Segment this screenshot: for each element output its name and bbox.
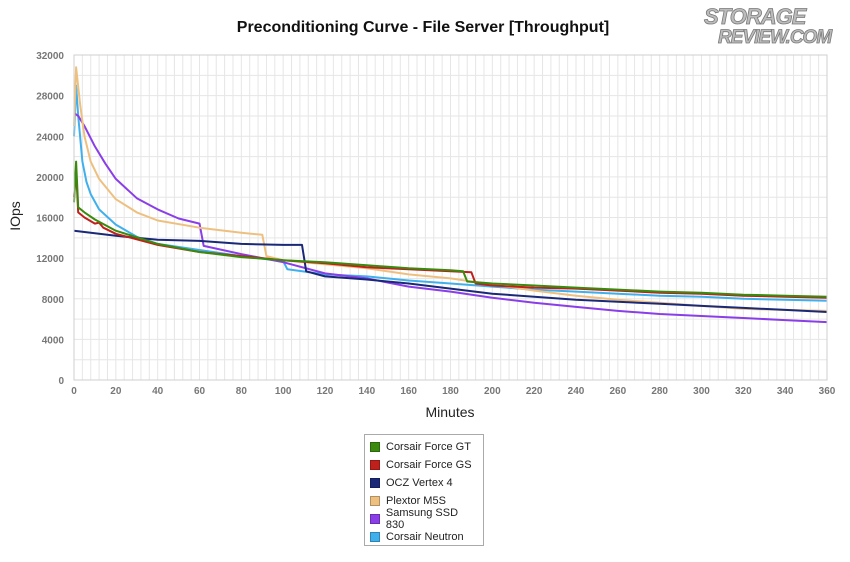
series-line-samsung-ssd-830 (73, 112, 828, 324)
y-tick-label: 16000 (36, 214, 64, 225)
storagereview-logo: STORAGE REVIEW.COM (704, 4, 835, 46)
legend-swatch (370, 514, 380, 524)
x-tick-label: 0 (71, 386, 77, 397)
y-tick-label: 8000 (42, 295, 65, 306)
x-tick-label: 40 (152, 386, 164, 397)
legend-item: Corsair Force GT (370, 438, 478, 456)
legend-label: Samsung SSD 830 (385, 507, 459, 531)
x-tick-label: 20 (110, 386, 122, 397)
x-tick-label: 140 (358, 386, 375, 397)
y-tick-labels: 0 4000 8000 12000 16000 20000 24000 28000 32000 (36, 51, 64, 387)
y-tick-label: 28000 (36, 92, 64, 103)
x-tick-label: 120 (317, 386, 334, 397)
y-axis-label: IOps (7, 201, 23, 231)
series-line-corsair-neutron (73, 84, 828, 302)
legend-label: Corsair Force GS (386, 459, 472, 471)
legend-swatch (370, 532, 380, 542)
x-tick-labels: 0 20 40 60 80 100 120 140 160 180 200 220 240 260 280 3… (71, 386, 836, 397)
y-tick-label: 24000 (36, 132, 64, 143)
x-tick-label: 340 (777, 386, 794, 397)
x-tick-label: 240 (568, 386, 585, 397)
x-axis-label: Minutes (425, 404, 475, 420)
legend-item: Corsair Neutron (370, 528, 478, 546)
legend-item: Samsung SSD 830 (370, 507, 478, 531)
x-tick-label: 160 (400, 386, 417, 397)
grid (74, 55, 827, 380)
logo-line-2: REVIEW.COM (718, 27, 833, 46)
x-tick-label: 180 (442, 386, 459, 397)
x-tick-label: 260 (609, 386, 626, 397)
x-tick-label: 220 (526, 386, 543, 397)
legend-item: Corsair Force GS (370, 456, 478, 474)
legend-swatch (370, 460, 380, 470)
x-tick-label: 80 (236, 386, 248, 397)
series-line-corsair-force-gt (73, 160, 828, 298)
legend-swatch (370, 496, 380, 506)
chart-title: Preconditioning Curve - File Server [Thr… (236, 19, 610, 36)
x-tick-label: 200 (484, 386, 501, 397)
legend-swatch (370, 478, 380, 488)
series-line-ocz-vertex-4 (73, 229, 828, 313)
x-tick-label: 280 (651, 386, 668, 397)
y-tick-label: 32000 (36, 51, 64, 62)
y-tick-label: 0 (58, 376, 64, 387)
legend-item: Plextor M5S (370, 492, 478, 510)
legend: Corsair Force GT Corsair Force GS OCZ Vert… (364, 434, 484, 546)
y-tick-label: 12000 (36, 254, 64, 265)
x-tick-label: 360 (819, 386, 836, 397)
y-tick-label: 20000 (36, 173, 64, 184)
logo-line-1: STORAGE (704, 4, 808, 29)
legend-swatch (370, 442, 380, 452)
x-tick-label: 300 (693, 386, 710, 397)
legend-item: OCZ Vertex 4 (370, 474, 478, 492)
x-tick-label: 320 (735, 386, 752, 397)
legend-label: Corsair Neutron (386, 531, 464, 543)
y-tick-label: 4000 (42, 335, 65, 346)
series-lines (73, 66, 828, 324)
x-tick-label: 60 (194, 386, 206, 397)
legend-label: Corsair Force GT (386, 441, 471, 453)
plot-frame (73, 54, 828, 381)
x-tick-label: 100 (275, 386, 292, 397)
series-line-corsair-force-gs (73, 168, 828, 299)
legend-label: OCZ Vertex 4 (386, 477, 453, 489)
legend-label: Plextor M5S (386, 495, 446, 507)
